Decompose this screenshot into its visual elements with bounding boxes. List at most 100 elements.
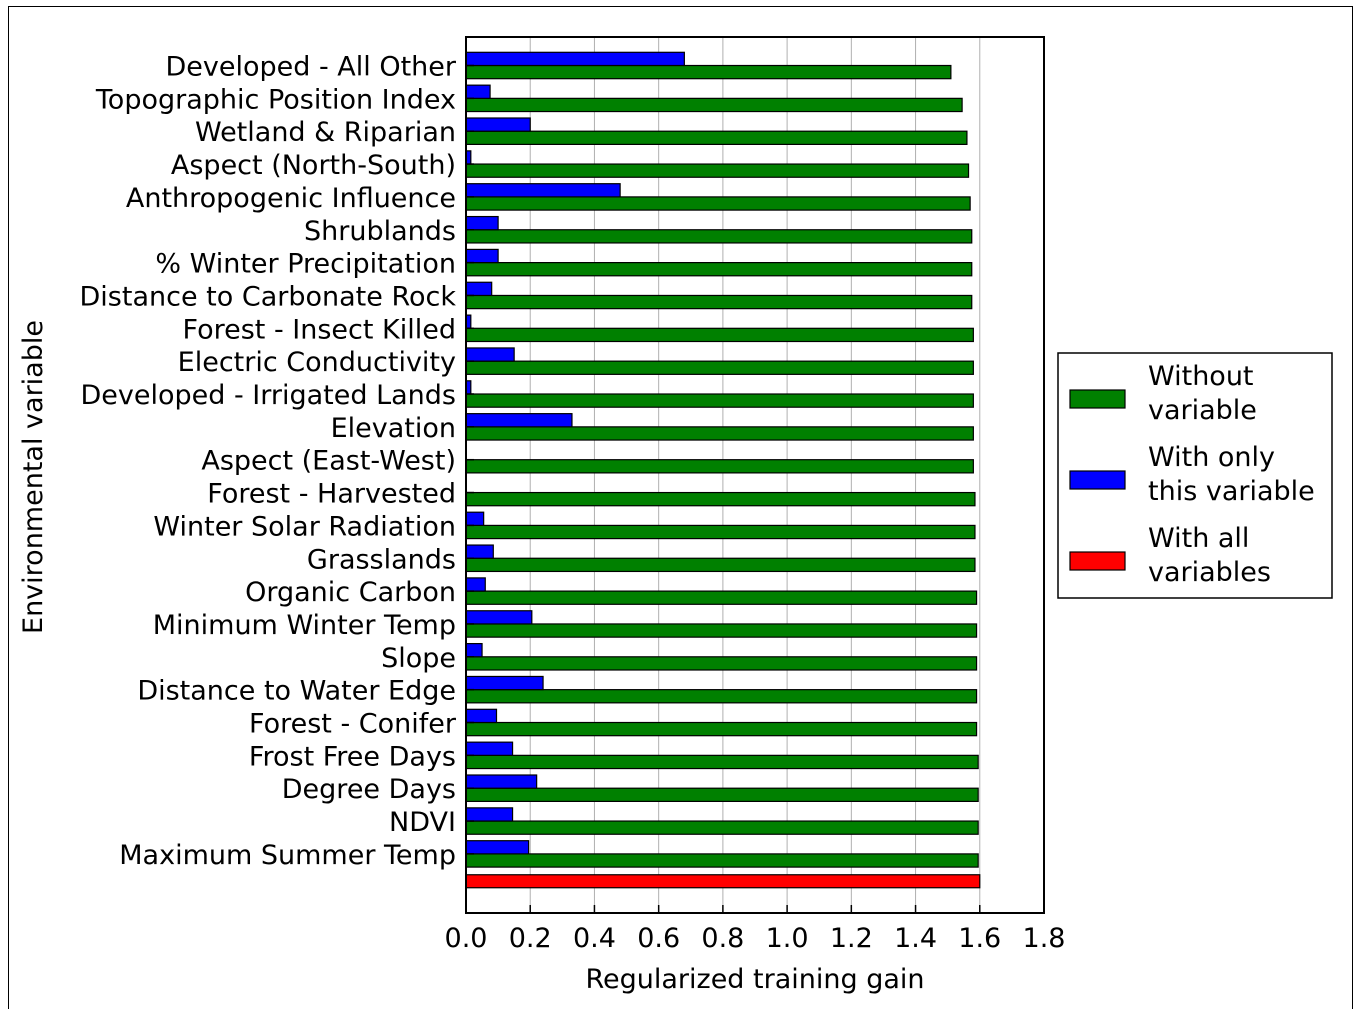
bar-with-only-this-variable <box>465 741 514 756</box>
bar-without-variable <box>465 360 974 375</box>
bar-without-variable <box>465 491 976 507</box>
bar-with-only-this-variable <box>465 413 573 428</box>
y-axis-label: Environmental variable <box>18 320 49 634</box>
y-category-label: Degree Days <box>282 774 456 805</box>
bar-with-only-this-variable <box>465 347 515 362</box>
bar-with-only-this-variable <box>465 51 685 67</box>
bars <box>465 51 981 889</box>
bar-without-variable <box>465 393 974 408</box>
bar-without-variable <box>465 64 952 80</box>
y-category-label: Frost Free Days <box>249 741 456 772</box>
y-category-label: Forest - Insect Killed <box>183 314 457 345</box>
bar-without-variable <box>465 524 976 540</box>
bar-without-variable <box>465 623 978 638</box>
y-category-label: Elevation <box>331 413 456 444</box>
bar-without-variable <box>465 787 979 803</box>
x-tick-label: 1.8 <box>1023 923 1066 954</box>
plot-area <box>465 36 1045 914</box>
bar-with-only-this-variable <box>465 183 621 198</box>
x-tick-label: 1.6 <box>958 923 1001 954</box>
y-category-label: Slope <box>381 643 456 674</box>
bar-with-only-this-variable <box>465 84 491 99</box>
bar-with-only-this-variable <box>465 807 514 822</box>
y-category-label: Wetland & Riparian <box>195 117 456 148</box>
y-category-label: Organic Carbon <box>245 577 456 608</box>
x-tick-label: 0.2 <box>509 923 552 954</box>
bar-without-variable <box>465 557 976 573</box>
x-tick-label: 0.6 <box>637 923 680 954</box>
y-category-label: Forest - Harvested <box>207 479 456 510</box>
bar-with-only-this-variable <box>465 281 493 297</box>
bar-with-only-this-variable <box>465 577 486 592</box>
legend-swatch <box>1069 551 1126 571</box>
bar-without-variable <box>465 459 974 474</box>
bar-without-variable <box>465 590 978 605</box>
legend-label: this variable <box>1148 476 1315 507</box>
bar-without-variable <box>465 130 968 145</box>
y-category-label: % Winter Precipitation <box>155 249 456 280</box>
bar-with-only-this-variable <box>465 708 498 724</box>
bar-without-variable <box>465 262 973 277</box>
bar-with-all-variables <box>465 874 981 889</box>
y-category-label: Aspect (North-South) <box>171 150 456 181</box>
grid-lines <box>529 37 981 913</box>
x-tick-label: 0.4 <box>573 923 616 954</box>
bar-with-only-this-variable <box>465 774 538 789</box>
legend-label: variables <box>1148 557 1271 588</box>
bar-with-only-this-variable <box>465 215 499 231</box>
bar-without-variable <box>465 196 971 211</box>
bar-with-only-this-variable <box>465 840 530 855</box>
bar-without-variable <box>465 426 974 441</box>
bar-without-variable <box>465 229 973 244</box>
y-category-label: Developed - All Other <box>165 52 456 83</box>
bar-with-only-this-variable <box>465 642 483 658</box>
bar-without-variable <box>465 754 979 770</box>
y-category-label: Winter Solar Radiation <box>153 511 456 542</box>
y-category-label: Distance to Carbonate Rock <box>80 281 457 312</box>
y-category-label: NDVI <box>389 807 456 838</box>
y-category-label: Distance to Water Edge <box>137 676 456 707</box>
bar-without-variable <box>465 97 963 113</box>
y-category-label: Shrublands <box>304 216 456 247</box>
bar-without-variable <box>465 656 978 671</box>
bar-with-only-this-variable <box>465 544 494 559</box>
bar-without-variable <box>465 163 970 178</box>
legend-label: Without <box>1148 361 1254 392</box>
x-axis-label: Regularized training gain <box>585 964 924 995</box>
x-tick-label: 1.4 <box>894 923 937 954</box>
x-tick-label: 1.2 <box>830 923 873 954</box>
bar-without-variable <box>465 721 978 737</box>
bar-with-only-this-variable <box>465 610 533 625</box>
bar-without-variable <box>465 820 979 835</box>
bar-without-variable <box>465 327 974 343</box>
bar-with-only-this-variable <box>465 248 499 264</box>
y-category-label: Minimum Winter Temp <box>153 610 456 641</box>
legend-swatch <box>1069 389 1126 409</box>
bar-with-only-this-variable <box>465 117 531 132</box>
y-category-label: Aspect (East-West) <box>201 446 456 477</box>
y-category-label: Topographic Position Index <box>95 84 456 115</box>
x-tick-label: 0.0 <box>445 923 488 954</box>
legend-label: With all <box>1148 523 1249 554</box>
y-category-label: Developed - Irrigated Lands <box>80 380 456 411</box>
bar-with-only-this-variable <box>465 675 544 691</box>
y-category-label: Forest - Conifer <box>249 709 457 740</box>
x-tick-label: 0.8 <box>701 923 744 954</box>
x-tick-label: 1.0 <box>766 923 809 954</box>
legend-label: variable <box>1148 395 1257 426</box>
y-category-label: Electric Conductivity <box>178 347 456 378</box>
y-category-label: Grasslands <box>307 544 456 575</box>
figure-border <box>8 6 1353 1009</box>
legend-label: With only <box>1148 442 1275 473</box>
y-category-label: Maximum Summer Temp <box>119 840 456 871</box>
legend-swatch <box>1069 470 1126 490</box>
bar-without-variable <box>465 294 973 310</box>
bar-with-only-this-variable <box>465 511 485 527</box>
bar-without-variable <box>465 689 978 704</box>
x-axis-ticks: 0.0 0.2 0.4 0.6 0.8 1.0 1.2 1.4 1.6 1.8 <box>445 905 1066 954</box>
bar-without-variable <box>465 853 979 868</box>
y-category-label: Anthropogenic Influence <box>126 183 456 214</box>
